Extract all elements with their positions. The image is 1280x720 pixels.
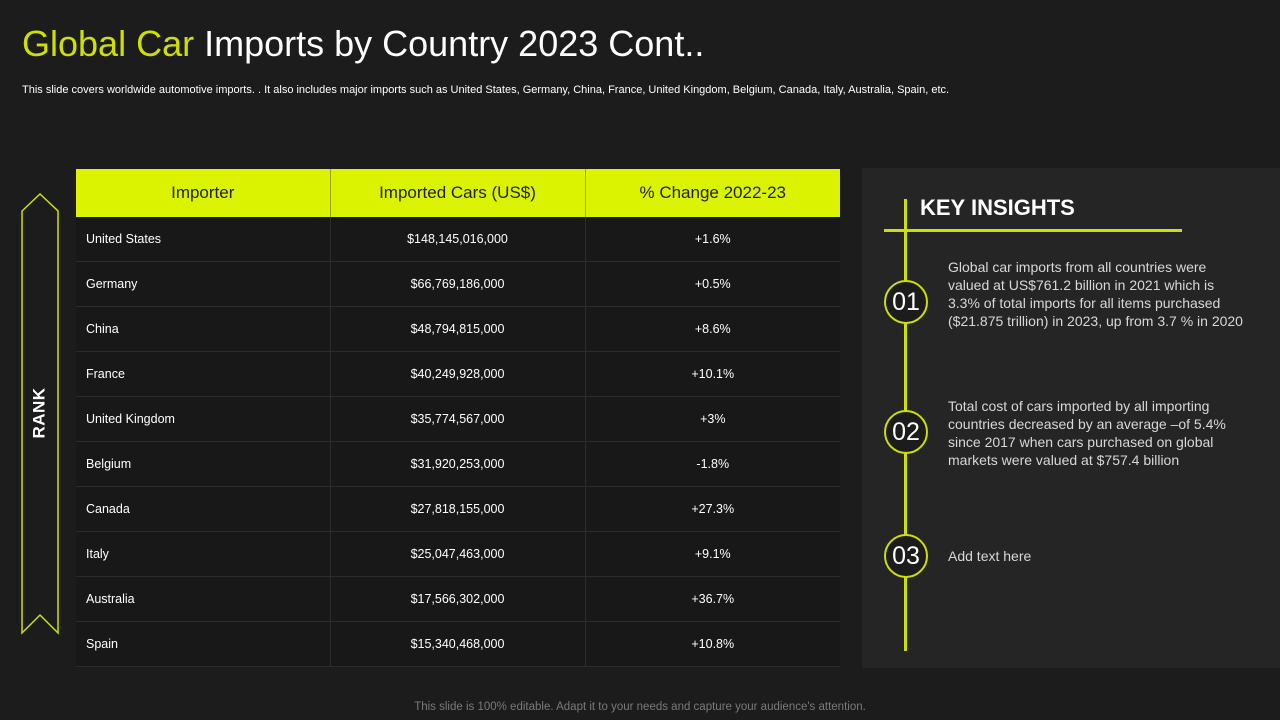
column-header-change: % Change 2022-23	[584, 169, 840, 217]
cell-change: +10.8%	[584, 621, 840, 667]
cell-imported-cars: $15,340,468,000	[329, 621, 585, 667]
cell-importer: Spain	[76, 621, 330, 667]
table-header-row: Importer Imported Cars (US$) % Change 20…	[76, 169, 840, 217]
cell-change: +27.3%	[584, 486, 840, 532]
cell-imported-cars: $40,249,928,000	[329, 351, 585, 397]
page-subtitle: This slide covers worldwide automotive i…	[22, 84, 950, 96]
table-row: Spain $15,340,468,000 +10.8%	[76, 621, 840, 667]
key-insights-panel	[862, 168, 1280, 668]
insight-text: Global car imports from all countries we…	[948, 259, 1243, 329]
table-row: Italy $25,047,463,000 +9.1%	[76, 531, 840, 577]
table-row: Canada $27,818,155,000 +27.3%	[76, 486, 840, 532]
table-row: Belgium $31,920,253,000 -1.8%	[76, 441, 840, 487]
insight-number-badge: 01	[884, 280, 928, 324]
column-header-importer: Importer	[76, 169, 330, 217]
cell-importer: United Kingdom	[76, 396, 330, 442]
rank-label-text: RANK	[30, 387, 50, 439]
table-row: United Kingdom $35,774,567,000 +3%	[76, 396, 840, 442]
cell-importer: Germany	[76, 261, 330, 307]
table-row: China $48,794,815,000 +8.6%	[76, 306, 840, 352]
cell-importer: Belgium	[76, 441, 330, 487]
table-row: Australia $17,566,302,000 +36.7%	[76, 576, 840, 622]
cell-change: +1.6%	[584, 217, 840, 262]
insight-number-badge: 03	[884, 534, 928, 578]
cell-change: +9.1%	[584, 531, 840, 577]
cell-imported-cars: $31,920,253,000	[329, 441, 585, 487]
cell-imported-cars: $25,047,463,000	[329, 531, 585, 577]
cell-importer: China	[76, 306, 330, 352]
cell-importer: France	[76, 351, 330, 397]
cell-change: +8.6%	[584, 306, 840, 352]
column-header-imported-cars: Imported Cars (US$)	[329, 169, 585, 217]
footer-note: This slide is 100% editable. Adapt it to…	[414, 701, 866, 713]
table-row: Germany $66,769,186,000 +0.5%	[76, 261, 840, 307]
key-insights-title: KEY INSIGHTS	[920, 195, 1075, 220]
cell-imported-cars: $27,818,155,000	[329, 486, 585, 532]
cell-change: -1.8%	[584, 441, 840, 487]
cell-change: +36.7%	[584, 576, 840, 622]
cell-importer: Canada	[76, 486, 330, 532]
title-rest: Imports by Country 2023 Cont..	[194, 23, 705, 64]
cell-imported-cars: $66,769,186,000	[329, 261, 585, 307]
table-row: United States $148,145,016,000 +1.6%	[76, 217, 840, 262]
cell-change: +0.5%	[584, 261, 840, 307]
insight-number-badge: 02	[884, 410, 928, 454]
cell-importer: United States	[76, 217, 330, 262]
title-accent: Global Car	[22, 23, 195, 64]
rank-label: RANK	[20, 387, 60, 438]
cell-imported-cars: $17,566,302,000	[329, 576, 585, 622]
insight-text: Total cost of cars imported by all impor…	[948, 398, 1226, 468]
cell-importer: Italy	[76, 531, 330, 577]
page-title: Global Car Imports by Country 2023 Cont.…	[22, 22, 704, 66]
imports-table: Importer Imported Cars (US$) % Change 20…	[76, 169, 840, 667]
table-row: France $40,249,928,000 +10.1%	[76, 351, 840, 397]
insights-title-underline	[884, 229, 1182, 232]
cell-change: +10.1%	[584, 351, 840, 397]
cell-imported-cars: $48,794,815,000	[329, 306, 585, 352]
cell-change: +3%	[584, 396, 840, 442]
cell-imported-cars: $35,774,567,000	[329, 396, 585, 442]
rank-arrow-shape	[21, 193, 59, 635]
cell-imported-cars: $148,145,016,000	[329, 217, 585, 262]
insight-text: Add text here	[948, 548, 1032, 564]
cell-importer: Australia	[76, 576, 330, 622]
